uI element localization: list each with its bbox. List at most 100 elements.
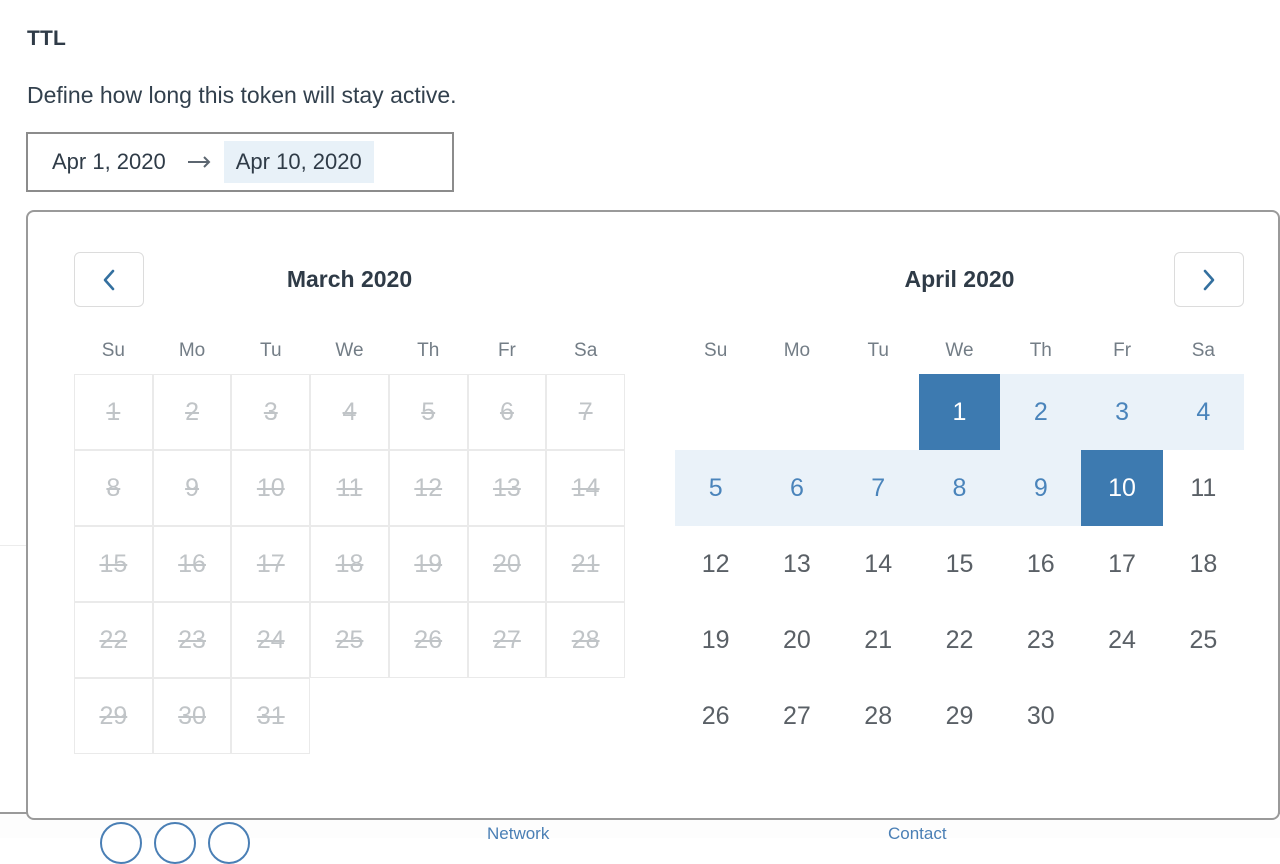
day-cell-24[interactable]: 24	[1108, 625, 1136, 654]
day-cell-20[interactable]: 20	[783, 625, 811, 654]
weekday-label-th: Th	[417, 340, 440, 361]
day-cell-8: 8	[74, 450, 153, 526]
weekday-label-sa: Sa	[574, 340, 598, 361]
day-cell-6: 6	[467, 374, 547, 450]
day-grid: 1 2 3 4 5 6 7 8 9 10 11 12 13 14 15 16 17 18 19 20 21 22 23 24 2…	[74, 374, 625, 754]
day-cell-26: 26	[388, 602, 468, 678]
avatar	[154, 822, 196, 864]
day-cell-9[interactable]: 9	[1000, 450, 1082, 526]
date-range-picker-popover: March 2020 Su Mo Tu We Th Fr Sa 1 2 3 4 5 6 7 8 9 10 11 1…	[26, 210, 1280, 820]
weekday-label-tu: Tu	[260, 340, 282, 361]
previous-month-button[interactable]	[74, 252, 144, 307]
day-cell-3[interactable]: 3	[1081, 374, 1163, 450]
calendar-month-april: April 2020 Su Mo Tu We Th Fr Sa 1 2 3 4 5 6 7 8 9 10 11 1…	[653, 212, 1278, 754]
day-cell-7: 7	[546, 374, 625, 450]
calendar-month-march: March 2020 Su Mo Tu We Th Fr Sa 1 2 3 4 5 6 7 8 9 10 11 1…	[28, 212, 653, 754]
weekday-label-fr: Fr	[1113, 340, 1132, 361]
day-cell-empty	[546, 678, 625, 754]
day-cell-23: 23	[152, 602, 232, 678]
day-cell-10: 10	[231, 450, 311, 526]
chevron-left-icon	[101, 268, 117, 292]
chevron-right-icon	[1201, 268, 1217, 292]
day-cell-6[interactable]: 6	[756, 450, 838, 526]
day-cell-8[interactable]: 8	[918, 450, 1001, 526]
avatar	[208, 822, 250, 864]
day-cell-1[interactable]: 1	[918, 374, 1001, 450]
day-cell-11: 11	[310, 450, 389, 526]
weekday-label-sa: Sa	[1191, 340, 1215, 361]
arrow-right-icon	[178, 154, 222, 170]
day-cell-2: 2	[152, 374, 232, 450]
day-cell-21[interactable]: 21	[864, 625, 893, 654]
day-cell-14: 14	[546, 450, 625, 526]
calendar-months: March 2020 Su Mo Tu We Th Fr Sa 1 2 3 4 5 6 7 8 9 10 11 1…	[28, 212, 1278, 754]
weekday-header-row: Su Mo Tu We Th Fr Sa	[74, 340, 625, 374]
weekday-label-fr: Fr	[497, 340, 516, 361]
weekday-label-su: Su	[101, 340, 125, 361]
day-cell-empty	[389, 678, 468, 754]
day-cell-12[interactable]: 12	[701, 549, 730, 578]
day-cell-empty	[468, 678, 547, 754]
day-cell-4: 4	[310, 374, 389, 450]
day-cell-5[interactable]: 5	[675, 450, 757, 526]
day-cell-2[interactable]: 2	[1000, 374, 1082, 450]
weekday-label-tu: Tu	[867, 340, 889, 361]
day-cell-25[interactable]: 25	[1189, 625, 1218, 654]
day-cell-26[interactable]: 26	[701, 701, 730, 730]
day-cell-17[interactable]: 17	[1108, 549, 1136, 578]
day-cell-21: 21	[546, 526, 625, 602]
day-cell-31: 31	[231, 678, 311, 754]
day-cell-16[interactable]: 16	[1026, 549, 1055, 578]
weekday-header-row: Su Mo Tu We Th Fr Sa	[675, 340, 1244, 374]
day-cell-30: 30	[152, 678, 232, 754]
day-cell-empty	[838, 374, 919, 450]
day-cell-22: 22	[74, 602, 153, 678]
date-range-input[interactable]: Apr 1, 2020 Apr 10, 2020	[26, 132, 454, 192]
day-cell-9: 9	[152, 450, 232, 526]
background-avatar-group	[100, 822, 250, 864]
day-cell-16: 16	[152, 526, 232, 602]
range-end-value[interactable]: Apr 10, 2020	[223, 141, 374, 183]
day-cell-15[interactable]: 15	[945, 549, 974, 578]
day-cell-4[interactable]: 4	[1162, 374, 1244, 450]
weekday-label-mo: Mo	[178, 340, 206, 361]
month-title: April 2020	[904, 266, 1015, 292]
day-cell-19[interactable]: 19	[701, 625, 730, 654]
day-cell-22[interactable]: 22	[945, 625, 974, 654]
day-cell-15: 15	[74, 526, 153, 602]
day-cell-28: 28	[546, 602, 625, 678]
background-footer-link-network[interactable]: Network	[487, 824, 550, 843]
weekday-label-th: Th	[1029, 340, 1052, 361]
month-title: March 2020	[286, 266, 413, 292]
day-cell-18: 18	[310, 526, 389, 602]
day-cell-30[interactable]: 30	[1026, 701, 1055, 730]
day-cell-28[interactable]: 28	[864, 701, 893, 730]
day-cell-25: 25	[310, 602, 389, 678]
day-cell-17: 17	[231, 526, 311, 602]
day-cell-empty	[1081, 678, 1162, 754]
day-cell-24: 24	[231, 602, 311, 678]
avatar	[100, 822, 142, 864]
page-title: TTL	[27, 27, 67, 50]
day-cell-5: 5	[388, 374, 468, 450]
day-cell-27[interactable]: 27	[783, 701, 811, 730]
day-cell-13[interactable]: 13	[783, 549, 811, 578]
section-description: Define how long this token will stay act…	[27, 82, 457, 108]
background-footer-link-contact[interactable]: Contact	[888, 824, 947, 843]
day-cell-7[interactable]: 7	[837, 450, 919, 526]
day-cell-29[interactable]: 29	[945, 701, 974, 730]
day-cell-18[interactable]: 18	[1189, 549, 1218, 578]
day-cell-20: 20	[467, 526, 547, 602]
day-cell-1: 1	[74, 374, 153, 450]
day-cell-11[interactable]: 11	[1190, 473, 1217, 502]
day-cell-10[interactable]: 10	[1081, 450, 1163, 526]
day-cell-empty	[310, 678, 389, 754]
day-cell-empty	[756, 374, 837, 450]
day-cell-3: 3	[231, 374, 311, 450]
next-month-button[interactable]	[1174, 252, 1244, 307]
range-start-value[interactable]: Apr 1, 2020	[52, 149, 166, 174]
day-cell-14[interactable]: 14	[864, 549, 893, 578]
day-cell-empty	[1163, 678, 1244, 754]
day-cell-23[interactable]: 23	[1026, 625, 1055, 654]
day-cell-19: 19	[388, 526, 468, 602]
